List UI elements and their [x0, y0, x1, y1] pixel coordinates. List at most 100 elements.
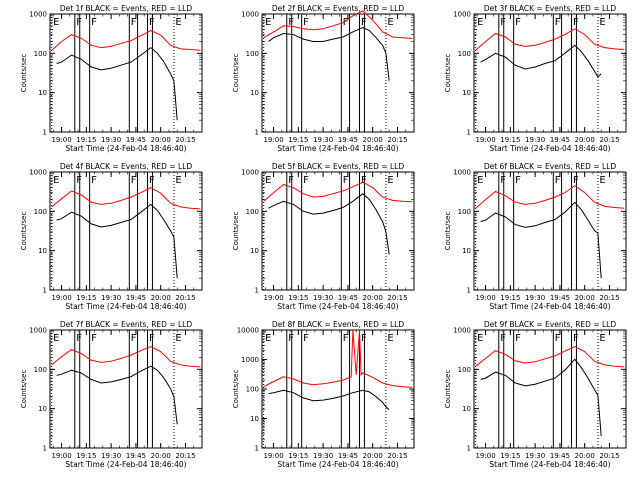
y-tick-label: 1000 [241, 11, 259, 19]
marker-label: E [53, 333, 59, 344]
x-tick-label: 19:00 [51, 294, 71, 302]
marker-label: E [265, 17, 271, 28]
x-tick-label: 19:30 [313, 136, 333, 144]
x-axis-label: Start Time (24-Feb-04 18:46:40) [277, 460, 398, 469]
x-tick-label: 19:45 [550, 294, 570, 302]
y-tick-label: 10 [462, 89, 471, 97]
events-series-line [480, 44, 602, 78]
marker-label: F [131, 333, 137, 344]
x-tick-label: 19:00 [51, 136, 71, 144]
y-tick-label: 100 [458, 50, 471, 58]
marker-label: E [477, 17, 483, 28]
y-tick-label: 100 [246, 208, 259, 216]
detector-panel: Det 7f BLACK = Events, RED = LLD 1 10 100 10… [20, 320, 203, 469]
marker-label: F [555, 333, 561, 344]
x-tick-label: 19:15 [288, 136, 308, 144]
y-tick-label: 1 [467, 129, 471, 137]
marker-label: E [599, 333, 605, 344]
marker-label: E [175, 175, 181, 186]
detector-panel: Det 4f BLACK = Events, RED = LLD 1 10 100 10… [20, 162, 203, 311]
marker-label: E [53, 175, 59, 186]
x-tick-label: 19:30 [101, 136, 121, 144]
plot-frame [49, 329, 203, 449]
y-tick-label: 10000 [237, 327, 259, 335]
x-axis-label: Start Time (24-Feb-04 18:46:40) [65, 302, 186, 311]
x-tick-label: 20:00 [151, 452, 171, 460]
panel-title: Det 4f BLACK = Events, RED = LLD [60, 162, 193, 171]
panel-title: Det 8f BLACK = Events, RED = LLD [272, 320, 405, 329]
x-tick-label: 20:15 [175, 136, 195, 144]
y-axis-label: Counts/sec [444, 370, 452, 409]
y-tick-label: 100 [458, 366, 471, 374]
marker-label: F [515, 175, 521, 186]
x-tick-label: 19:15 [288, 452, 308, 460]
marker-label: E [387, 333, 393, 344]
marker-label: E [175, 333, 181, 344]
panel-title: Det 1f BLACK = Events, RED = LLD [60, 4, 193, 13]
detector-panel: Det 9f BLACK = Events, RED = LLD 1 10 100 10… [444, 320, 627, 469]
detector-panel: Det 1f BLACK = Events, RED = LLD 1 10 100 10… [20, 4, 203, 153]
events-series-line [480, 201, 602, 279]
x-tick-label: 19:00 [263, 294, 283, 302]
y-tick-label: 100 [246, 386, 259, 394]
y-tick-label: 100 [458, 208, 471, 216]
x-tick-label: 19:00 [51, 452, 71, 460]
lld-series-line [475, 345, 625, 368]
plot-frame [49, 13, 203, 133]
y-axis-label: Counts/sec [444, 212, 452, 251]
detector-panel: Det 8f BLACK = Events, RED = LLD 1 10 100 10… [232, 320, 415, 469]
x-tick-label: 20:00 [363, 294, 383, 302]
x-axis-label: Start Time (24-Feb-04 18:46:40) [489, 302, 610, 311]
x-tick-label: 19:15 [500, 452, 520, 460]
y-tick-label: 1000 [241, 169, 259, 177]
x-axis-label: Start Time (24-Feb-04 18:46:40) [489, 144, 610, 153]
lld-series-line [263, 10, 413, 39]
y-tick-label: 10 [462, 405, 471, 413]
marker-label: F [515, 17, 521, 28]
x-tick-label: 19:30 [525, 294, 545, 302]
y-tick-label: 10 [38, 247, 47, 255]
x-tick-label: 19:30 [101, 452, 121, 460]
events-series-line [268, 27, 390, 81]
x-tick-label: 19:15 [500, 294, 520, 302]
x-tick-label: 20:15 [599, 452, 619, 460]
panel-title: Det 2f BLACK = Events, RED = LLD [272, 4, 405, 13]
panel-title: Det 3f BLACK = Events, RED = LLD [484, 4, 617, 13]
x-axis-label: Start Time (24-Feb-04 18:46:40) [65, 144, 186, 153]
lld-series-line [51, 187, 201, 210]
lld-series-line [51, 345, 201, 368]
detector-panel: Det 2f BLACK = Events, RED = LLD 1 10 100 10… [232, 4, 415, 153]
x-tick-label: 19:45 [338, 294, 358, 302]
panel-title: Det 7f BLACK = Events, RED = LLD [60, 320, 193, 329]
x-tick-label: 19:00 [263, 136, 283, 144]
x-axis-label: Start Time (24-Feb-04 18:46:40) [65, 460, 186, 469]
events-series-line [268, 193, 390, 255]
y-axis-label: Counts/sec [20, 54, 28, 93]
x-tick-label: 20:00 [363, 452, 383, 460]
events-series-line [268, 389, 390, 410]
x-tick-label: 20:00 [363, 136, 383, 144]
events-series-line [56, 365, 178, 425]
x-tick-label: 20:00 [575, 294, 595, 302]
y-axis-label: Counts/sec [20, 370, 28, 409]
lld-series-line [263, 329, 413, 388]
y-tick-label: 1 [255, 287, 259, 295]
x-tick-label: 19:00 [475, 452, 495, 460]
x-axis-label: Start Time (24-Feb-04 18:46:40) [277, 144, 398, 153]
marker-label: F [131, 175, 137, 186]
y-tick-label: 1000 [453, 11, 471, 19]
y-tick-label: 1 [43, 129, 47, 137]
panel-title: Det 5f BLACK = Events, RED = LLD [272, 162, 405, 171]
x-tick-label: 20:00 [575, 136, 595, 144]
y-axis-label: Counts/sec [232, 54, 240, 93]
x-tick-label: 19:15 [76, 136, 96, 144]
x-tick-label: 20:15 [175, 294, 195, 302]
y-tick-label: 1 [43, 445, 47, 453]
marker-label: F [303, 17, 309, 28]
x-tick-label: 19:45 [126, 452, 146, 460]
marker-label: F [555, 17, 561, 28]
x-tick-label: 19:45 [126, 294, 146, 302]
detector-panel: Det 5f BLACK = Events, RED = LLD 1 10 100 10… [232, 162, 415, 311]
marker-label: E [477, 175, 483, 186]
